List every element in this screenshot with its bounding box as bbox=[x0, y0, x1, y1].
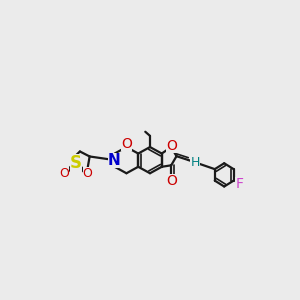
Text: O: O bbox=[121, 136, 132, 151]
Text: H: H bbox=[190, 156, 200, 169]
Text: S: S bbox=[70, 154, 82, 172]
Text: N: N bbox=[108, 152, 121, 167]
Text: F: F bbox=[236, 177, 243, 191]
Text: O: O bbox=[166, 174, 177, 188]
Text: O: O bbox=[167, 139, 177, 153]
Text: O: O bbox=[59, 167, 69, 180]
Text: O: O bbox=[82, 167, 92, 180]
